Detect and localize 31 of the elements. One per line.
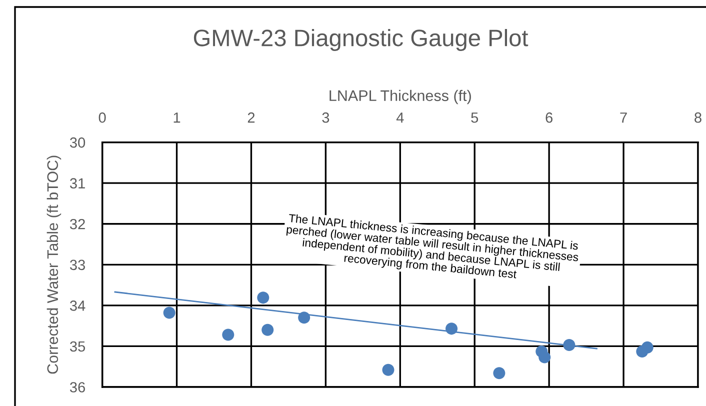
y-tick-label: 30 xyxy=(70,137,86,148)
point xyxy=(298,312,310,324)
y-tick-label: 31 xyxy=(70,178,85,189)
x-tick-label: 5 xyxy=(471,112,478,123)
x-tick-label: 3 xyxy=(322,112,330,123)
x-tick-label: 7 xyxy=(620,112,627,123)
y-tick-label: 34 xyxy=(70,300,86,311)
point xyxy=(641,341,654,354)
point xyxy=(446,322,458,335)
point xyxy=(257,292,270,304)
point xyxy=(222,328,234,341)
point xyxy=(163,306,176,319)
x-tick-label: 4 xyxy=(396,112,404,123)
point xyxy=(563,338,576,352)
y-tick-label: 32 xyxy=(70,218,85,230)
point xyxy=(262,324,274,336)
annotation: The LNAPL thickness is increasing because the LNAPL is perched (lower water table will result in higher thicknesses independent of mobility) and because LNAPL is still recoverying from the baildown test xyxy=(286,214,579,281)
y-tick-label: 35 xyxy=(70,341,86,352)
y-axis-title: Corrected Water Table (ft bTOC) xyxy=(46,156,62,374)
point xyxy=(538,351,551,364)
x-tick-label: 1 xyxy=(174,112,180,123)
y-tick-label: 36 xyxy=(70,382,85,392)
x-tick-label: 6 xyxy=(546,112,552,123)
point xyxy=(382,364,394,376)
y-tick-label: 33 xyxy=(70,260,85,270)
chart-title: GMW-23 Diagnostic Gauge Plot xyxy=(194,28,528,52)
x-tick-label: 2 xyxy=(248,112,255,123)
point xyxy=(493,367,506,380)
x-tick-label: 8 xyxy=(694,112,702,123)
x-axis-title: LNAPL Thickness (ft) xyxy=(330,90,471,104)
x-tick-label: 0 xyxy=(98,112,106,123)
